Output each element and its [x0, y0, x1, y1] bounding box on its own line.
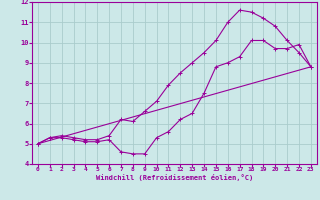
X-axis label: Windchill (Refroidissement éolien,°C): Windchill (Refroidissement éolien,°C) — [96, 174, 253, 181]
